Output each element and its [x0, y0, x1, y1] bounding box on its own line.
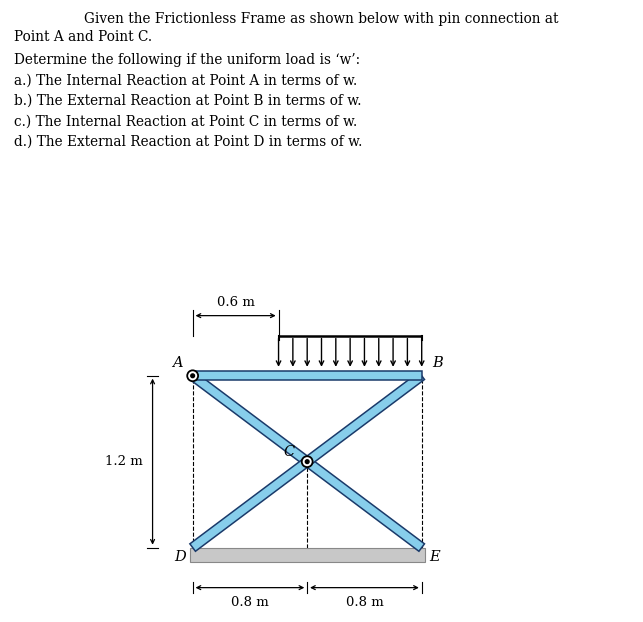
Circle shape — [191, 374, 195, 378]
Polygon shape — [190, 372, 424, 551]
Text: 0.6 m: 0.6 m — [217, 296, 255, 309]
Bar — [193, 371, 422, 381]
Text: a.) The Internal Reaction at Point A in terms of w.: a.) The Internal Reaction at Point A in … — [14, 73, 358, 88]
Text: d.) The External Reaction at Point D in terms of w.: d.) The External Reaction at Point D in … — [14, 135, 363, 149]
Bar — [190, 547, 424, 562]
Text: C: C — [283, 445, 294, 459]
Text: b.) The External Reaction at Point B in terms of w.: b.) The External Reaction at Point B in … — [14, 94, 361, 108]
Polygon shape — [190, 372, 424, 551]
Circle shape — [302, 456, 312, 467]
Text: Point A and Point C.: Point A and Point C. — [14, 30, 152, 44]
Text: 0.8 m: 0.8 m — [345, 596, 383, 609]
Text: Determine the following if the uniform load is ‘w’:: Determine the following if the uniform l… — [14, 53, 360, 67]
Circle shape — [305, 460, 309, 463]
Text: c.) The Internal Reaction at Point C in terms of w.: c.) The Internal Reaction at Point C in … — [14, 114, 358, 129]
Text: Given the Frictionless Frame as shown below with pin connection at: Given the Frictionless Frame as shown be… — [84, 12, 559, 27]
Text: 0.8 m: 0.8 m — [231, 596, 269, 609]
Text: D: D — [174, 550, 185, 564]
Text: B: B — [431, 356, 442, 370]
Circle shape — [187, 370, 198, 381]
Text: E: E — [429, 550, 440, 564]
Text: A: A — [172, 356, 183, 370]
Text: 1.2 m: 1.2 m — [105, 455, 143, 468]
